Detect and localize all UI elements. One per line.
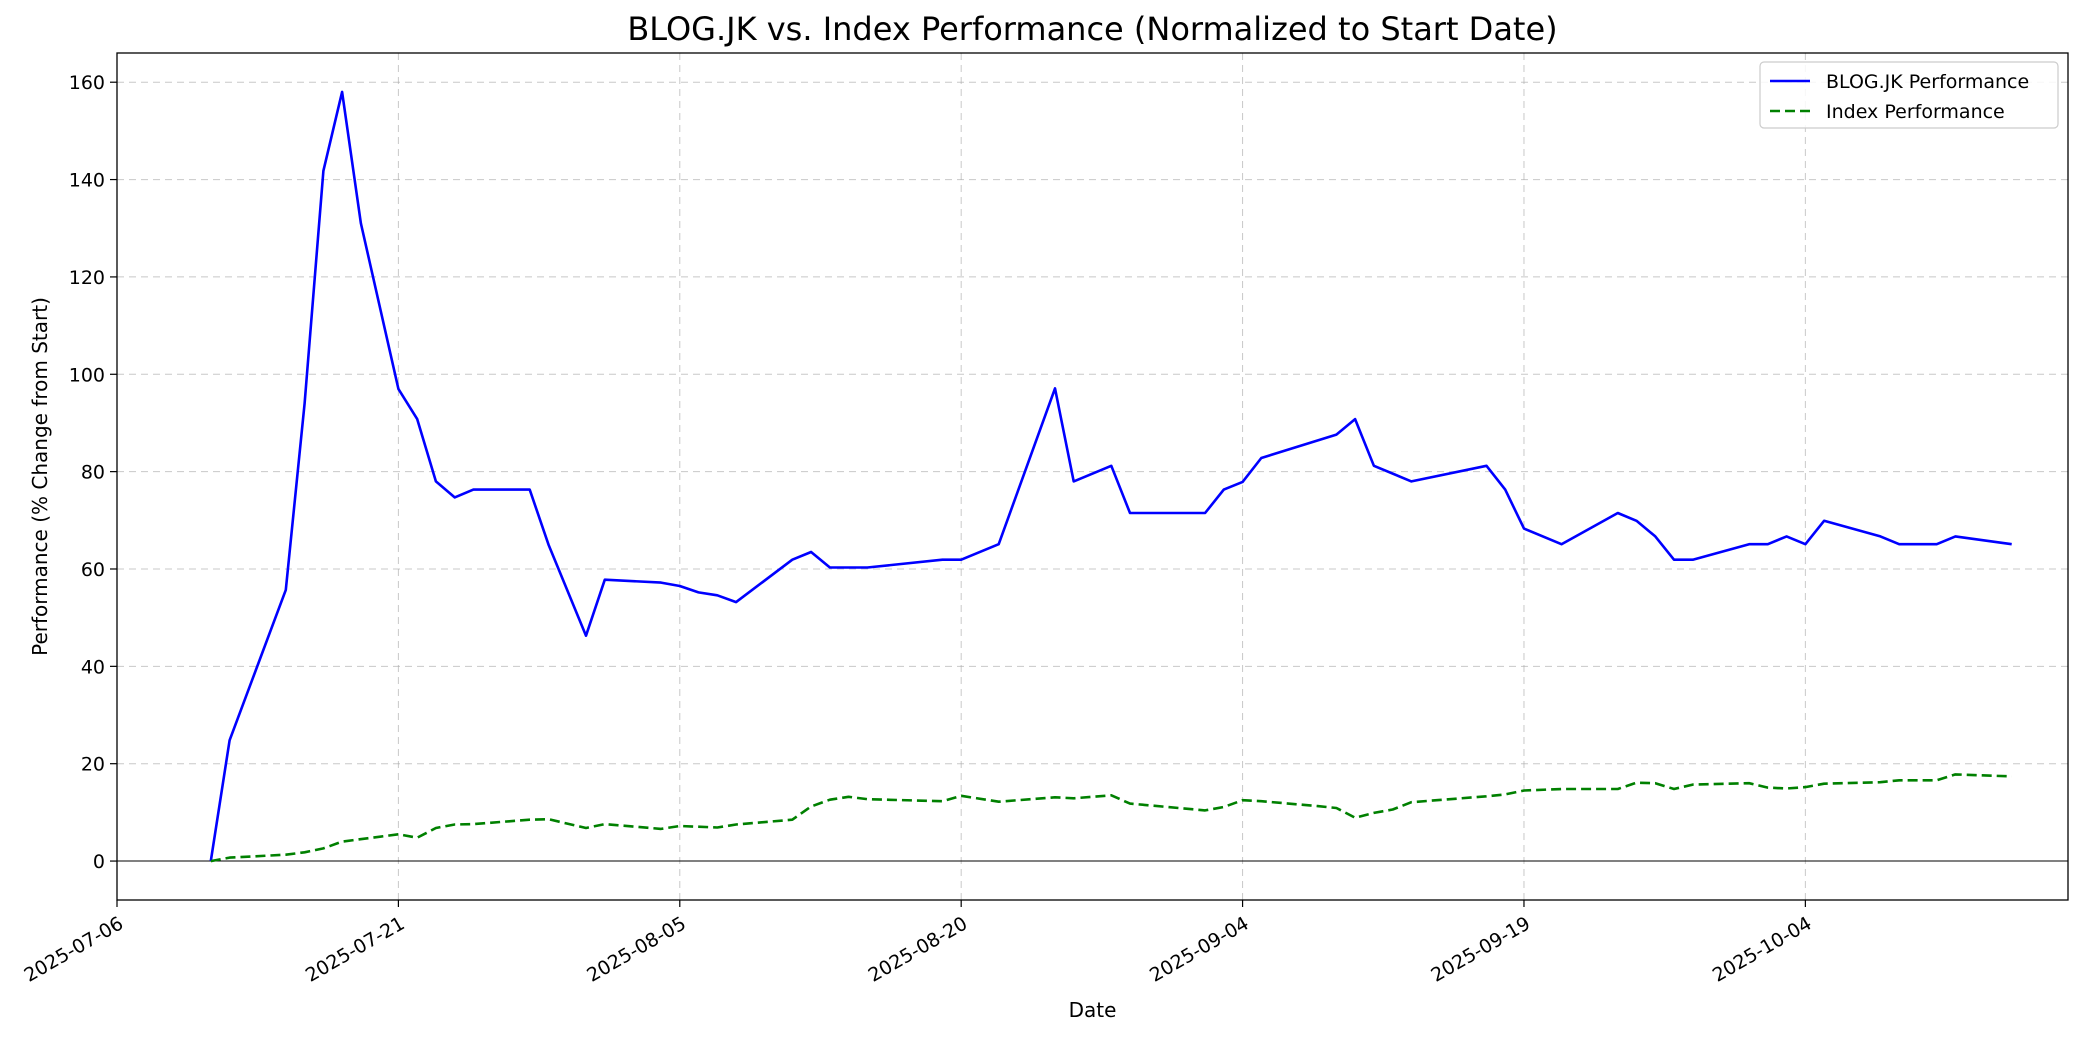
x-tick-label: 2025-08-20	[865, 912, 972, 986]
y-tick-label: 160	[69, 72, 105, 94]
x-axis-ticks: 2025-07-06 2025-07-21 2025-08-05 2025-08-20…	[20, 900, 1815, 987]
legend-label-blog: BLOG.JK Performance	[1826, 71, 2029, 93]
y-tick-label: 80	[81, 462, 105, 484]
x-tick-label: 2025-09-04	[1146, 912, 1253, 986]
x-tick-label: 2025-10-04	[1709, 912, 1816, 986]
legend-label-index: Index Performance	[1826, 101, 2005, 123]
x-tick-label: 2025-09-19	[1427, 912, 1534, 986]
y-tick-label: 120	[69, 267, 105, 289]
chart-title: BLOG.JK vs. Index Performance (Normalize…	[627, 10, 1557, 48]
y-axis-label: Performance (% Change from Start)	[28, 297, 52, 656]
y-tick-label: 140	[69, 170, 105, 192]
series-line-index	[210, 773, 2012, 863]
plot-frame	[116, 52, 2069, 901]
x-tick-label: 2025-08-05	[583, 912, 690, 986]
series-lines	[209, 90, 2012, 863]
y-tick-label: 20	[81, 754, 105, 776]
grid-lines	[116, 53, 2068, 900]
chart-legend: BLOG.JK Performance Index Performance	[1759, 61, 2059, 129]
x-axis-label: Date	[1069, 998, 1117, 1022]
y-tick-label: 0	[93, 851, 105, 873]
y-axis-ticks: 0 20 40 60 80 100 120 140 160	[69, 72, 117, 873]
legend-box	[1759, 61, 2059, 129]
y-tick-label: 60	[81, 559, 105, 581]
x-tick-label: 2025-07-06	[20, 912, 127, 986]
y-tick-label: 100	[69, 364, 105, 386]
series-line-blog	[209, 90, 2012, 862]
x-tick-label: 2025-07-21	[302, 912, 409, 986]
y-tick-label: 40	[81, 656, 105, 678]
